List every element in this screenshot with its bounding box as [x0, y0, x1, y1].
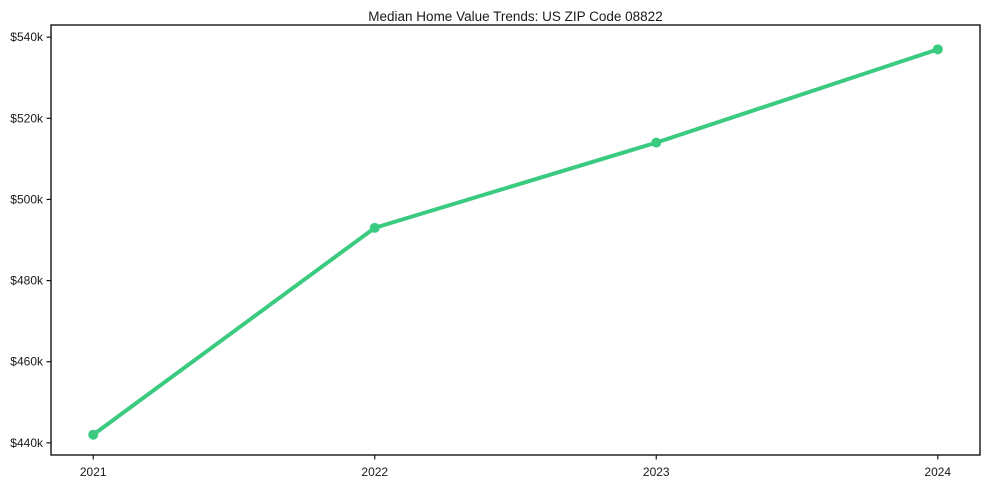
x-tick-label: 2024 — [924, 465, 951, 479]
x-tick-label: 2022 — [361, 465, 388, 479]
plot-border — [50, 24, 981, 456]
data-point-marker — [88, 429, 99, 440]
y-tick-label: $520k — [10, 111, 44, 125]
y-tick-label: $440k — [10, 436, 44, 450]
x-tick-label: 2023 — [643, 465, 670, 479]
trend-line — [91, 47, 940, 437]
data-point-marker — [932, 44, 943, 55]
x-axis: 2021 2022 2023 2024 — [80, 455, 951, 479]
data-point-marker — [651, 137, 662, 148]
y-tick-label: $460k — [10, 355, 44, 369]
y-axis: $440k $460k $480k $500k $520k $540k — [10, 30, 51, 450]
chart-title: Median Home Value Trends: US ZIP Code 08… — [368, 9, 662, 24]
x-tick-label: 2021 — [80, 465, 107, 479]
y-tick-label: $540k — [10, 30, 44, 44]
data-point-markers — [88, 44, 943, 440]
data-point-marker — [369, 222, 380, 233]
y-tick-label: $500k — [10, 192, 44, 206]
y-tick-label: $480k — [10, 274, 44, 288]
